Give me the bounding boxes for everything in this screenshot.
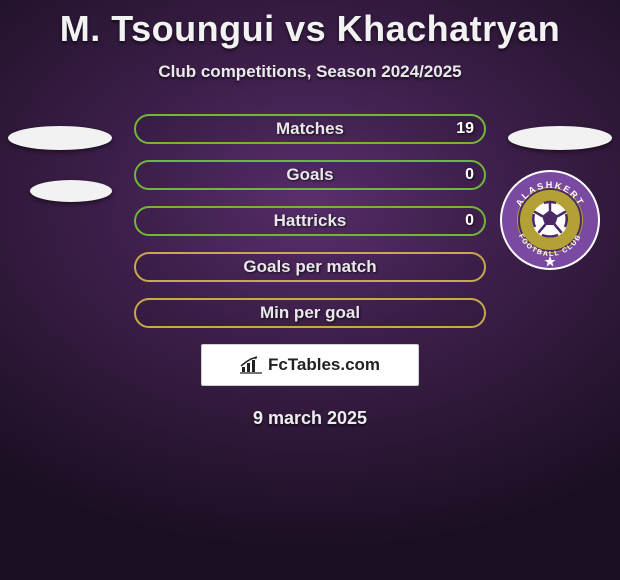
stats-table: Matches19Goals0Hattricks0Goals per match… bbox=[134, 114, 486, 328]
player-left-photo-placeholder-1 bbox=[8, 126, 112, 150]
stat-value-right: 0 bbox=[465, 162, 474, 188]
stat-row: Matches19 bbox=[134, 114, 486, 144]
stat-label: Goals bbox=[136, 162, 484, 188]
stat-label: Goals per match bbox=[136, 254, 484, 280]
subtitle: Club competitions, Season 2024/2025 bbox=[0, 62, 620, 82]
stat-row: Goals per match bbox=[134, 252, 486, 282]
source-badge-text: FcTables.com bbox=[268, 355, 380, 375]
date: 9 march 2025 bbox=[0, 408, 620, 429]
page-title: M. Tsoungui vs Khachatryan bbox=[0, 0, 620, 50]
bar-chart-icon bbox=[240, 356, 262, 374]
source-badge: FcTables.com bbox=[201, 344, 419, 386]
stat-value-right: 19 bbox=[456, 116, 474, 142]
player-left-photo-placeholder-2 bbox=[30, 180, 112, 202]
stat-row: Min per goal bbox=[134, 298, 486, 328]
player-right-photo-placeholder bbox=[508, 126, 612, 150]
stat-label: Hattricks bbox=[136, 208, 484, 234]
stat-label: Matches bbox=[136, 116, 484, 142]
stat-row: Hattricks0 bbox=[134, 206, 486, 236]
stat-label: Min per goal bbox=[136, 300, 484, 326]
club-crest: ALASHKERT FOOTBALL CLUB bbox=[500, 170, 600, 270]
stat-value-right: 0 bbox=[465, 208, 474, 234]
stat-row: Goals0 bbox=[134, 160, 486, 190]
